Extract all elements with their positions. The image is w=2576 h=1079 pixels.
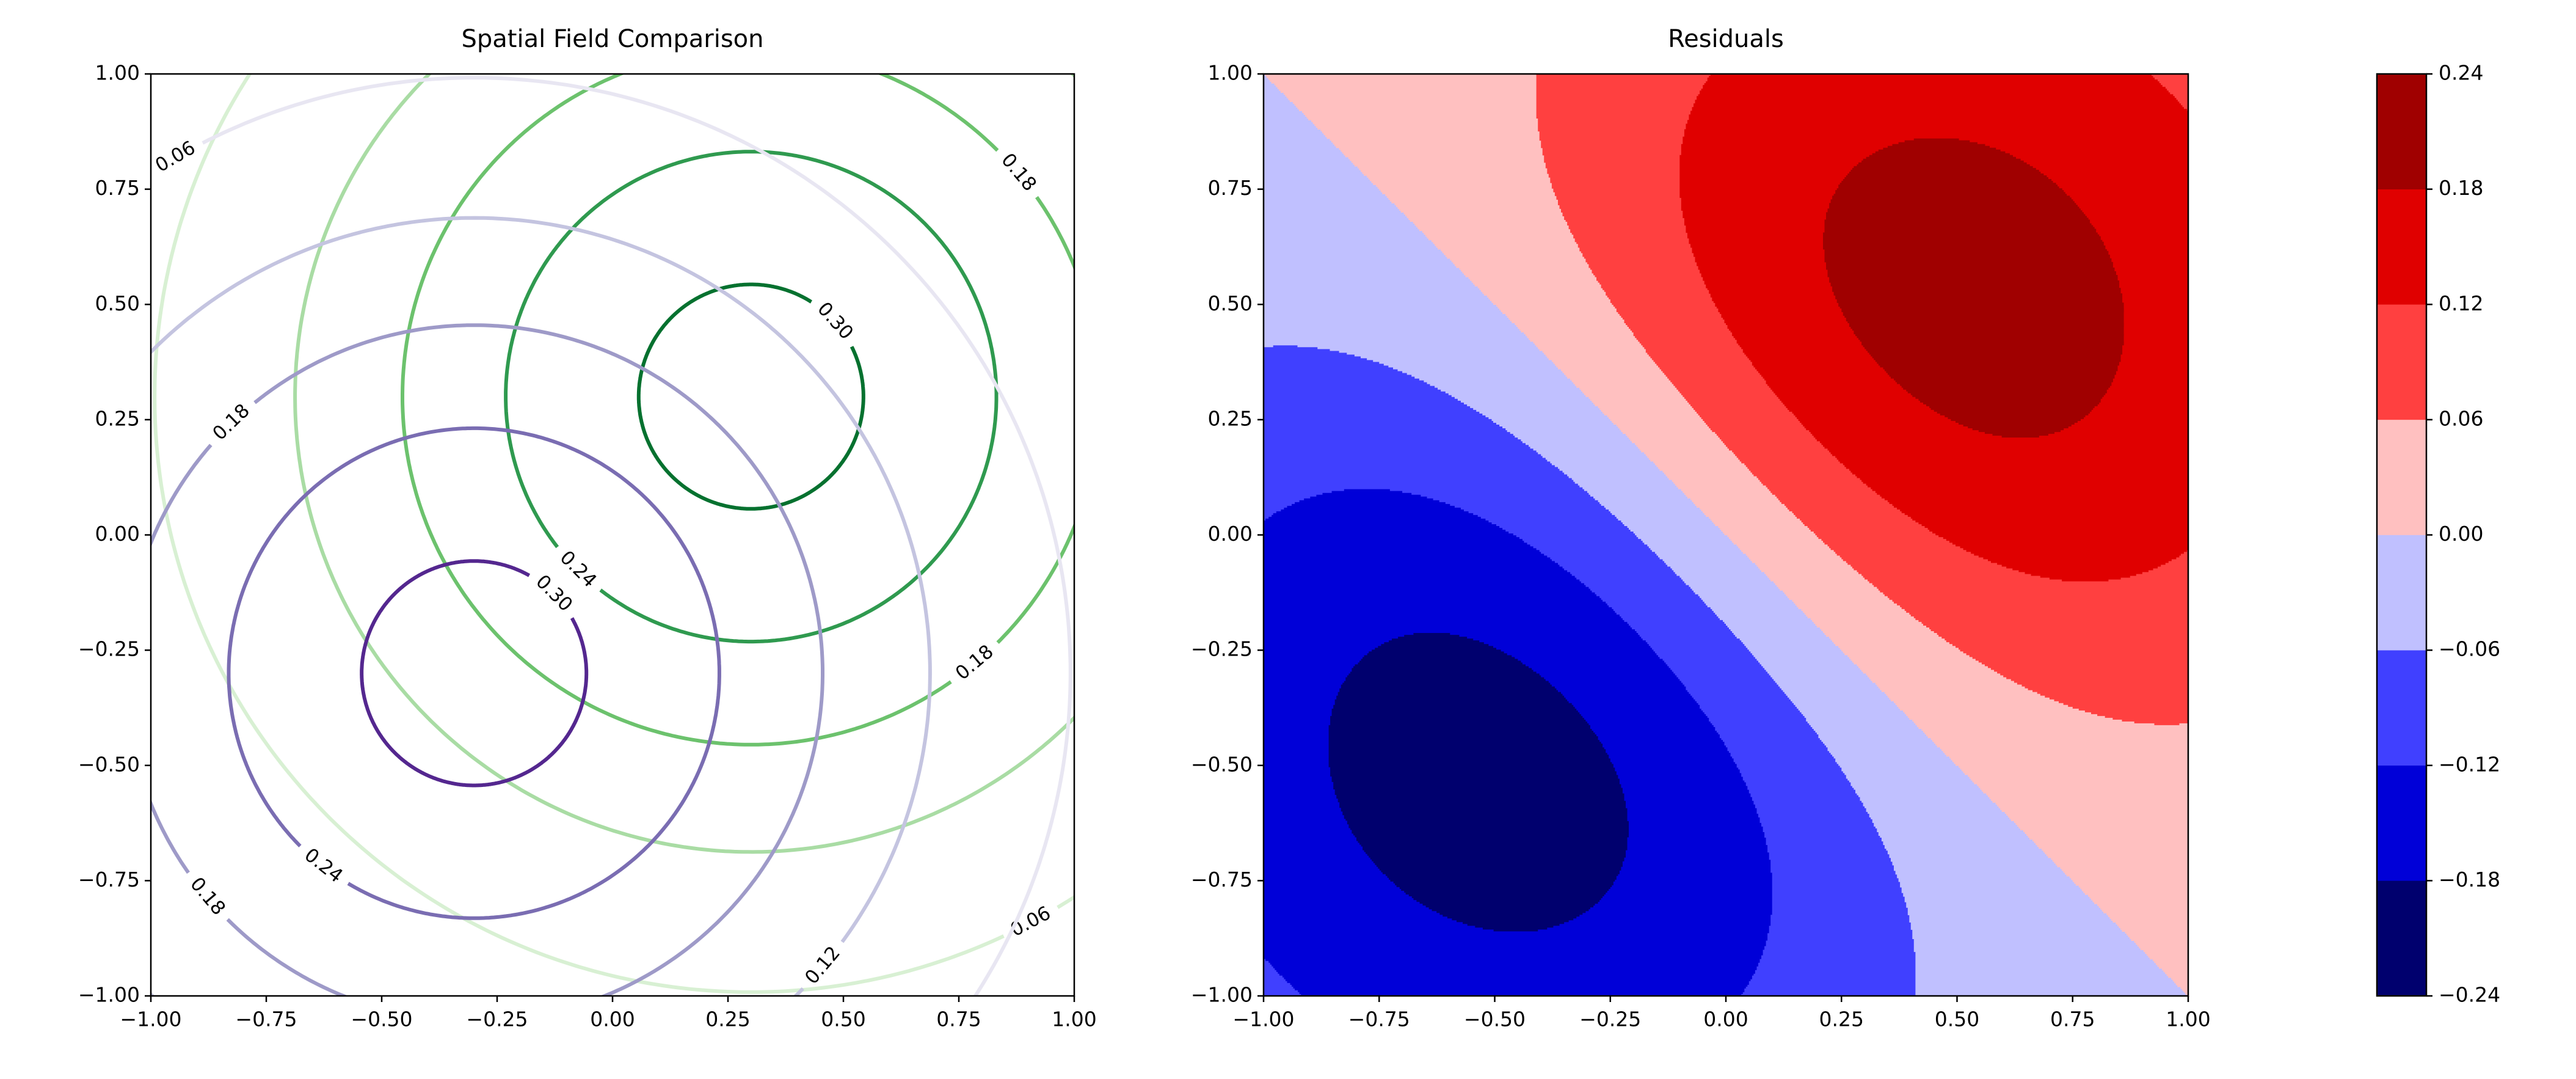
colorbar-band [2376, 304, 2427, 420]
colorbar-tick-label: −0.24 [2439, 983, 2500, 1007]
contour-label: 0.18 [951, 640, 998, 684]
x-tick-label: −1.00 [120, 1008, 181, 1031]
contour-label: 0.18 [997, 149, 1041, 196]
chart-title: Spatial Field Comparison [462, 25, 764, 53]
colorbar-band [2376, 73, 2427, 189]
colorbar-tick-label: −0.18 [2439, 868, 2500, 891]
contour-label: 0.30 [813, 298, 857, 344]
y-tick-label: 0.75 [95, 176, 140, 200]
filled-band [1536, 74, 2188, 725]
contour-line [360, 559, 589, 788]
y-tick-label: 0.00 [95, 522, 140, 546]
contour-line [227, 426, 721, 920]
x-tick-label: 0.25 [1819, 1008, 1864, 1031]
contour-label: 0.18 [186, 873, 230, 920]
x-tick-label: 0.75 [936, 1008, 981, 1031]
x-tick-label: −0.25 [1579, 1008, 1641, 1031]
contour-line [504, 150, 999, 644]
contour-line [293, 74, 1074, 854]
y-tick-label: 1.00 [95, 61, 140, 85]
y-tick-label: −1.00 [78, 983, 140, 1007]
contour-line [636, 282, 865, 511]
colorbar-band [2376, 419, 2427, 535]
x-tick-label: −0.50 [351, 1008, 412, 1031]
y-tick-label: 1.00 [1208, 61, 1253, 85]
filled-band [1679, 74, 2188, 582]
colorbar-tick-label: 0.12 [2439, 291, 2483, 315]
y-tick-label: −0.25 [1191, 637, 1253, 661]
filled-band [1264, 345, 1916, 996]
x-tick-label: 1.00 [1052, 1008, 1096, 1031]
y-tick-label: 0.50 [95, 291, 140, 315]
contour-label: 0.12 [801, 942, 845, 989]
chart-title: Residuals [1668, 25, 1784, 53]
colorbar-tick-label: 0.24 [2439, 61, 2483, 85]
x-tick-label: 0.50 [821, 1008, 865, 1031]
x-tick-label: −0.25 [466, 1008, 528, 1031]
colorbar-band [2376, 189, 2427, 305]
contour-label: 0.30 [531, 571, 577, 616]
filled-band [1328, 632, 1629, 932]
y-tick-label: 0.25 [95, 406, 140, 430]
y-tick-label: 0.50 [1208, 291, 1253, 315]
x-tick-label: 0.25 [705, 1008, 750, 1031]
contour-line [401, 74, 1074, 747]
filled-band [1823, 138, 2124, 438]
colorbar-band [2376, 535, 2427, 651]
y-tick-label: −1.00 [1191, 983, 1253, 1007]
y-tick-label: −0.75 [1191, 868, 1253, 891]
y-tick-label: −0.25 [78, 637, 140, 661]
contour-label: 0.06 [151, 137, 199, 177]
x-tick-label: −0.75 [1348, 1008, 1410, 1031]
colorbar-tick-label: 0.00 [2439, 522, 2483, 546]
contour-line [151, 216, 932, 996]
x-tick-label: 0.50 [1935, 1008, 1979, 1031]
contour-label: 0.06 [1007, 902, 1055, 941]
y-tick-label: 0.00 [1208, 522, 1253, 546]
contour-label: 0.18 [208, 400, 254, 445]
y-tick-label: 0.75 [1208, 176, 1253, 200]
colorbar-tick-label: 0.18 [2439, 176, 2483, 200]
x-tick-label: 0.00 [590, 1008, 635, 1031]
colorbar-band [2376, 649, 2427, 766]
y-tick-label: −0.75 [78, 868, 140, 891]
y-tick-label: −0.50 [1191, 752, 1253, 776]
contour-line [153, 74, 1074, 994]
x-tick-label: 0.75 [2050, 1008, 2095, 1031]
colorbar-tick-label: 0.06 [2439, 406, 2483, 430]
filled-band [1265, 74, 2188, 996]
x-tick-label: 0.00 [1703, 1008, 1748, 1031]
x-tick-label: −0.50 [1464, 1008, 1526, 1031]
contour-line [202, 76, 1072, 996]
y-tick-label: −0.50 [78, 752, 140, 776]
x-tick-label: −0.75 [235, 1008, 297, 1031]
plot-area [1264, 74, 2188, 996]
colorbar-tick-label: −0.12 [2439, 752, 2500, 776]
colorbar-band [2376, 880, 2427, 997]
plot-area: 0.060.120.180.180.240.300.060.120.180.18… [151, 74, 1074, 996]
x-tick-label: 1.00 [2166, 1008, 2210, 1031]
axes-frame [150, 73, 1075, 997]
colorbar-band [2376, 765, 2427, 881]
contour-label: 0.24 [300, 844, 347, 887]
y-tick-label: 0.25 [1208, 406, 1253, 430]
x-tick-label: −1.00 [1232, 1008, 1294, 1031]
colorbar-tick-label: −0.06 [2439, 637, 2500, 661]
filled-band [1264, 489, 1773, 996]
